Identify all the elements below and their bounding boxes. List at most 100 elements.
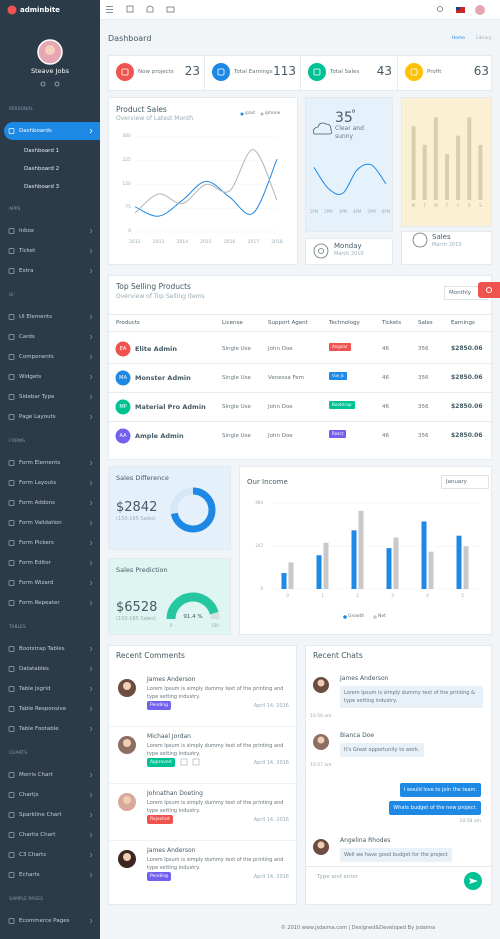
menu-section: PERSONAL <box>9 107 34 112</box>
x-tick-label: 2014 <box>176 240 189 245</box>
weather-date: March 2010 <box>334 251 364 257</box>
stat-value: 43 <box>376 64 392 78</box>
comment-date: April 14, 2016 <box>253 817 289 823</box>
comment-date: April 14, 2016 <box>253 874 289 880</box>
menu-item[interactable]: Table Responsive <box>19 706 67 712</box>
x-tick-label: F <box>456 203 460 208</box>
menu-item[interactable]: Widgets <box>19 374 42 380</box>
gauge-tick-label: 0 <box>169 623 173 628</box>
menu-item[interactable]: Bootstrap Tables <box>19 646 65 652</box>
menu-item[interactable]: Datatables <box>19 666 49 672</box>
x-tick-label: 2 <box>356 593 359 598</box>
floating-settings[interactable] <box>478 282 500 298</box>
income-card <box>239 466 492 635</box>
menu-item[interactable]: Form Pickers <box>19 540 54 546</box>
support-agent: John Doe <box>268 404 293 410</box>
table-header: Support Agent <box>268 320 308 326</box>
sales: 356 <box>418 346 429 352</box>
menu-item[interactable]: Sparkline Chart <box>19 812 62 818</box>
menu-item[interactable]: Table Footable <box>19 726 59 732</box>
card-subtitle: Overview of Latest Month <box>116 115 194 122</box>
comment-divider <box>108 840 297 841</box>
amount-note: (150-165 Sales) <box>116 516 156 522</box>
x-tick-label: 2013 <box>152 240 165 245</box>
comment-author: Michael Jordan <box>147 733 191 740</box>
comment-author: James Anderson <box>147 676 196 683</box>
menu-item[interactable]: Form Validation <box>19 520 62 526</box>
comment-text: Lorem Ipsum is simply dummy text of the … <box>147 686 284 700</box>
menu-item[interactable]: Echarts <box>19 872 40 878</box>
menu-item-active[interactable] <box>4 122 100 140</box>
menu-item[interactable]: C3 Charts <box>19 852 47 858</box>
submenu-item[interactable]: Dashboard 1 <box>24 148 60 154</box>
legend-label: Net <box>378 614 386 619</box>
y-tick-label: 0 <box>128 229 131 234</box>
filter-select[interactable] <box>441 475 489 489</box>
menu-item[interactable]: Extra <box>19 268 34 274</box>
stat-value: 23 <box>184 64 200 78</box>
earnings: $2850.06 <box>451 374 483 381</box>
x-tick-label: 5 <box>461 593 464 598</box>
menu-item[interactable]: Chartjs <box>19 792 39 798</box>
menu-item[interactable]: Form Elements <box>19 460 61 466</box>
stats-divider <box>204 55 205 91</box>
gauge-label: 91.4 % <box>183 614 203 620</box>
menu-item[interactable]: Form Repeater <box>19 600 60 606</box>
filter-select-label[interactable]: Monthly <box>449 290 472 296</box>
chat-input-area <box>306 866 491 904</box>
earnings: $2850.06 <box>451 345 483 352</box>
submenu-item[interactable]: Dashboard 3 <box>24 184 60 190</box>
menu-item[interactable]: Form Editor <box>19 560 51 566</box>
sales: 356 <box>418 433 429 439</box>
card-title: Sales Prediction <box>116 566 168 574</box>
y-tick-label: 75 <box>125 205 131 211</box>
comment-text: Lorem Ipsum is simply dummy text of the … <box>147 857 284 871</box>
menu-item[interactable]: Ticket <box>19 248 36 254</box>
menu-item[interactable]: Form Wizard <box>19 580 54 586</box>
comment-divider <box>108 726 297 727</box>
menu-item[interactable]: Ecommerce Pages <box>19 918 70 924</box>
comment-author: James Anderson <box>147 847 196 854</box>
license: Single Use <box>222 346 251 352</box>
x-tick-label: 2018 <box>271 240 283 245</box>
menu-item[interactable]: Page Layouts <box>19 414 56 420</box>
menu-item[interactable]: UI Elements <box>19 314 53 320</box>
filter-select-label[interactable]: January <box>446 479 467 485</box>
menu-item[interactable]: Table Jsgrid <box>19 686 51 692</box>
chat-author: Angelina Rhodes <box>340 837 391 844</box>
menu-section: FORMS <box>9 439 25 444</box>
menu-section: CHARTS <box>9 751 28 756</box>
chat-input-placeholder[interactable]: Type and enter <box>317 874 359 880</box>
card-title: Top Selling Products <box>116 282 191 291</box>
menu-item[interactable]: Morris Chart <box>19 772 53 778</box>
product-initials: AA <box>119 433 127 439</box>
comment-date: April 14, 2016 <box>253 703 289 709</box>
submenu-item[interactable]: Dashboard 2 <box>24 166 60 172</box>
card-title: Sales Difference <box>116 474 169 482</box>
menu-item[interactable]: Form Layouts <box>19 480 57 486</box>
earnings: $2850.06 <box>451 403 483 410</box>
table-row-border <box>108 421 492 422</box>
license: Single Use <box>222 375 251 381</box>
tickets: 46 <box>382 404 389 410</box>
y-tick-label: 242 <box>255 543 263 548</box>
page-title: Dashboard <box>108 34 152 43</box>
chat-time: 10:56 am <box>310 714 332 719</box>
product-initials: MA <box>119 375 127 381</box>
brand-name: adminbite <box>20 6 60 14</box>
comment-status: Pending <box>147 872 171 881</box>
x-tick-label: 2016 <box>223 240 236 245</box>
menu-item[interactable]: Dashboards <box>19 128 52 134</box>
comment-divider <box>108 783 297 784</box>
stats-divider <box>397 55 398 91</box>
menu-item[interactable]: Components <box>19 354 54 360</box>
menu-item[interactable]: Form Addons <box>19 500 55 506</box>
menu-item[interactable]: Cards <box>19 334 35 340</box>
menu-item[interactable]: Sidebar Type <box>19 394 55 400</box>
x-tick-label: 5PM <box>367 209 376 214</box>
menu-item[interactable]: Inbox <box>19 228 35 234</box>
technology-badge: Bootstrap <box>329 401 355 409</box>
breadcrumb-home[interactable]: Home <box>451 36 465 41</box>
menu-item[interactable]: Chartis Chart <box>19 832 56 838</box>
